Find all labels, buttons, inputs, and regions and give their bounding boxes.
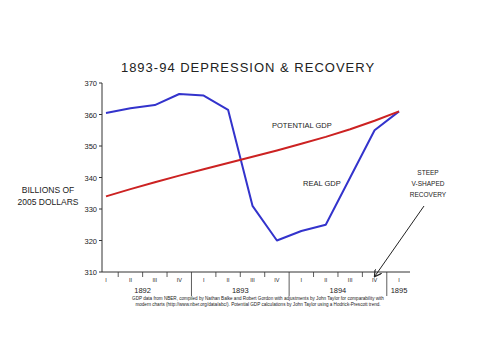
y-tick-label: 350 [84,142,97,151]
chart: 1893-94 DEPRESSION & RECOVERY BILLIONS OF… [0,0,480,360]
x-tick [118,272,119,277]
source-line: modern charts (http://www.nber.org/data/… [135,302,380,307]
x-tick-label: I [398,277,400,283]
x-tick [289,272,290,296]
x-tick-label: II [227,277,231,283]
arrow [375,206,424,276]
x-tick-label: IV [274,277,280,283]
annotation: POTENTIAL GDP [272,121,332,130]
annotation: STEEP V-SHAPED RECOVERY [410,169,447,198]
series-line [106,111,399,196]
x-tick [264,272,265,277]
x-tick-label: III [250,277,255,283]
x-tick-label: III [153,277,158,283]
annotation-line: STEEP [417,169,438,176]
year-label: 1895 [391,286,408,295]
x-tick-label: I [105,277,107,283]
y-tick-label: 370 [84,79,97,88]
x-tick-label: IV [372,277,378,283]
x-tick-label: IV [177,277,183,283]
annotation: REAL GDP [303,179,341,188]
title: 1893-94 DEPRESSION & RECOVERY [121,60,375,75]
y-tick-label: 310 [84,268,97,277]
source-line: GDP data from NBER, compiled by Nathan B… [132,296,384,301]
x-tick-label: III [348,277,353,283]
y-tick [99,209,102,210]
plot-area [106,94,399,240]
y-tick [99,240,102,241]
x-tick [313,272,314,277]
y-tick-label: 330 [84,205,97,214]
x-tick [215,272,216,277]
y-label-line: BILLIONS OF [22,185,74,195]
x-tick-label: I [301,277,303,283]
x-tick [167,272,168,277]
x-tick [337,272,338,277]
y-tick [99,272,102,273]
x-tick-label: I [203,277,205,283]
x-tick [142,272,143,277]
x-tick [386,272,387,296]
x-tick-label: II [324,277,328,283]
y-label-line: 2005 DOLLARS [18,197,79,207]
year-label: 1892 [134,286,151,295]
y-tick-label: 360 [84,111,97,120]
x-tick [240,272,241,277]
year-label: 1893 [232,286,249,295]
series-line [106,94,399,240]
annotation-line: V-SHAPED [412,180,445,187]
y-tick [99,146,102,147]
y-tick [99,114,102,115]
x-axis [102,272,410,273]
year-label: 1894 [330,286,347,295]
y-tick [99,177,102,178]
x-tick-label: II [129,277,133,283]
x-tick [362,272,363,277]
y-tick-label: 340 [84,174,97,183]
source-note: GDP data from NBER, compiled by Nathan B… [132,296,384,307]
x-tick [191,272,192,296]
y-axis-label: BILLIONS OF 2005 DOLLARS [18,185,79,207]
annotation-line: RECOVERY [410,191,447,198]
y-tick [99,83,102,84]
y-tick-label: 320 [84,237,97,246]
